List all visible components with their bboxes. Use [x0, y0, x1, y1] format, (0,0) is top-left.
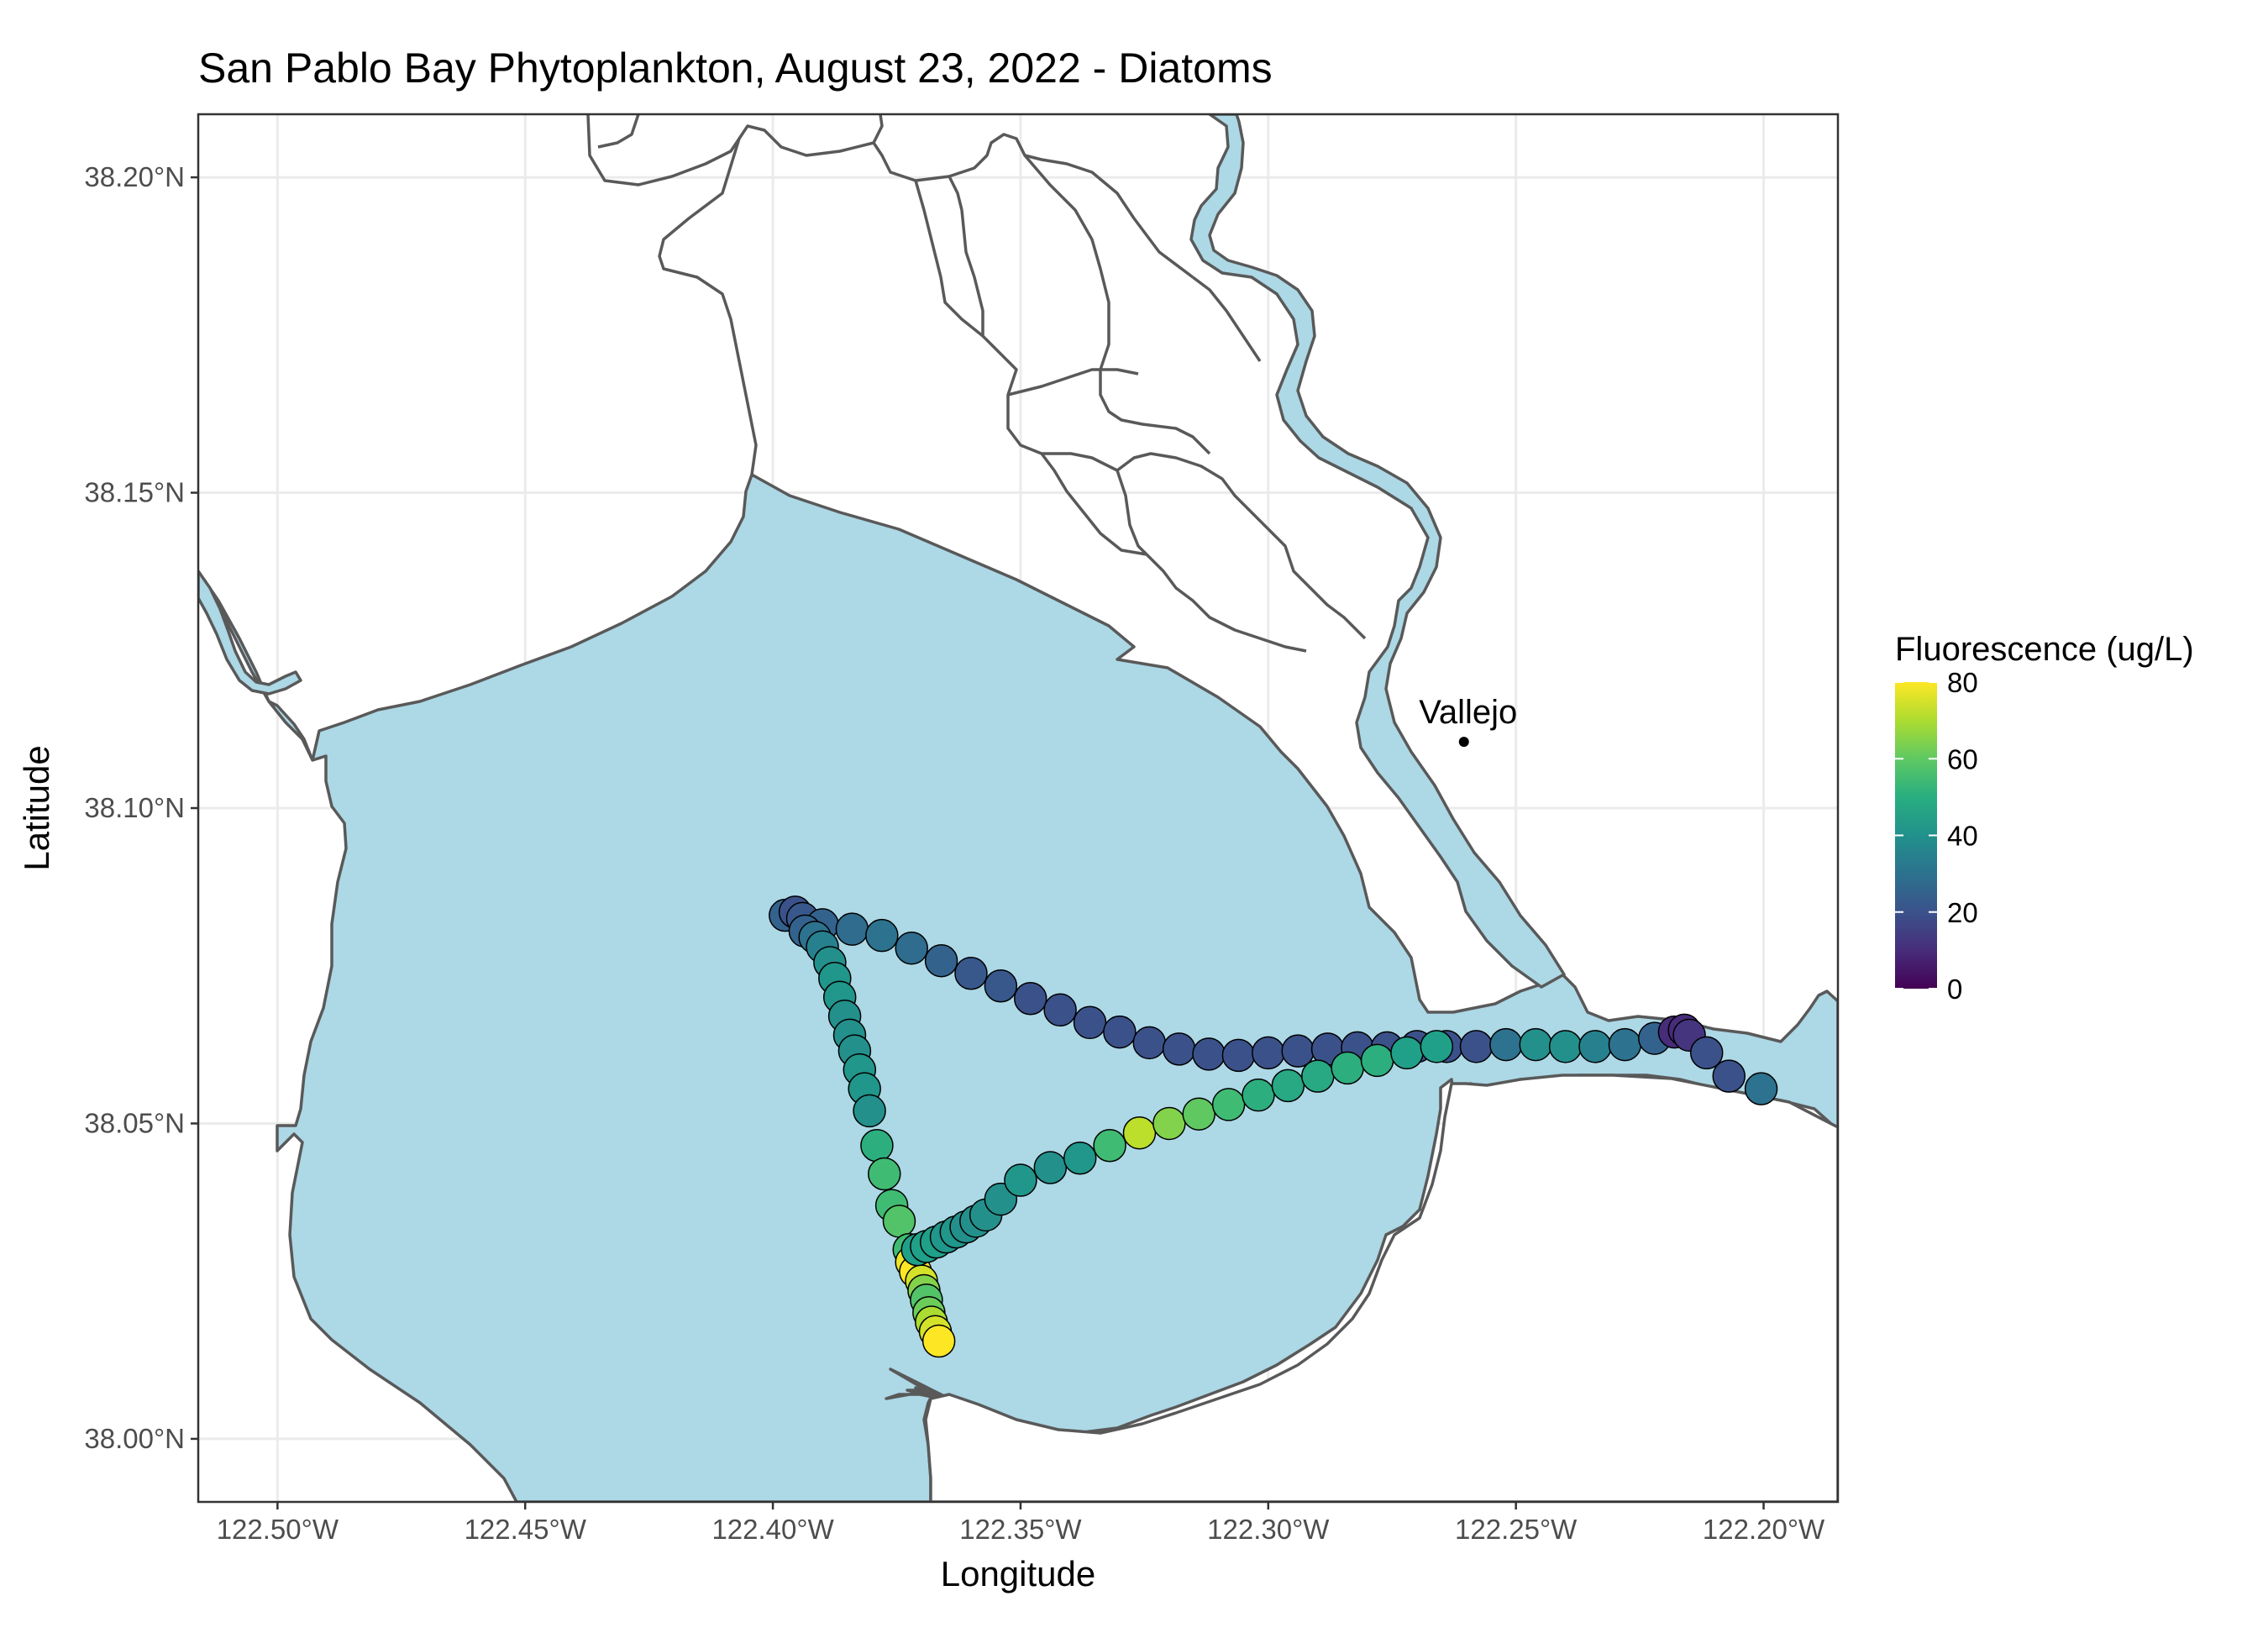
legend-tick-label: 80: [1947, 667, 1978, 698]
sample-point: [860, 1128, 894, 1163]
place-label: Vallejo: [1419, 694, 1517, 731]
sample-point: [1360, 1043, 1394, 1078]
sample-point: [1122, 1116, 1157, 1150]
sample-point: [1103, 1015, 1137, 1049]
map-title: San Pablo Bay Phytoplankton, August 23, …: [198, 45, 1273, 92]
sample-point: [1578, 1030, 1612, 1063]
sample-point: [1689, 1036, 1724, 1070]
sample-point: [895, 931, 928, 965]
sample-point: [1390, 1036, 1424, 1070]
sample-point: [1489, 1027, 1523, 1062]
sample-point: [835, 912, 869, 946]
sample-point: [1608, 1027, 1642, 1062]
fluorescence-legend: Fluorescence (ug/L) 0 20 40 60 80: [1895, 631, 2194, 1005]
y-axis-title: Latitude: [17, 745, 56, 870]
sample-point: [1221, 1038, 1256, 1073]
sample-point: [1043, 993, 1077, 1027]
marsh-sloughs: [586, 114, 1367, 653]
sample-point: [1093, 1128, 1126, 1163]
sample-point: [924, 943, 958, 978]
sample-point: [1548, 1030, 1583, 1063]
place-marker: [1458, 737, 1469, 748]
sample-point: [1242, 1078, 1275, 1112]
napa-river: [1189, 114, 1566, 989]
sample-point: [1013, 982, 1047, 1016]
sample-point: [1252, 1036, 1285, 1070]
sample-point: [1271, 1068, 1305, 1103]
sample-point: [1132, 1026, 1167, 1060]
sample-point: [868, 1157, 901, 1191]
legend-ticks: 0 20 40 60 80: [1895, 667, 1978, 1005]
x-tick-label: 122.35°W: [959, 1514, 1082, 1545]
x-tick-label: 122.45°W: [465, 1514, 587, 1545]
x-axis-title: Longitude: [941, 1554, 1096, 1593]
sample-point: [1073, 1005, 1107, 1040]
sample-point: [865, 918, 899, 953]
y-tick-label: 38.10°N: [84, 792, 185, 823]
legend-tick-label: 20: [1947, 897, 1978, 928]
sample-point: [853, 1094, 886, 1128]
sample-point: [921, 1324, 956, 1358]
point-pinole-shore: [924, 1074, 1838, 1502]
sample-point: [1192, 1037, 1226, 1071]
sample-point: [954, 956, 988, 990]
sample-point: [1211, 1088, 1246, 1121]
x-tick-label: 122.25°W: [1455, 1514, 1578, 1545]
sample-point: [1152, 1106, 1186, 1141]
sample-point: [1459, 1030, 1494, 1063]
y-tick-label: 38.20°N: [84, 161, 185, 192]
sample-point: [1063, 1142, 1097, 1175]
sample-point: [1744, 1072, 1778, 1105]
place-labels: Vallejo: [1419, 694, 1517, 748]
petaluma-river: [198, 570, 302, 696]
sample-point: [984, 969, 1018, 1003]
legend-tick-label: 60: [1947, 743, 1978, 774]
sample-point: [1301, 1059, 1335, 1093]
legend-tick-label: 0: [1947, 974, 1962, 1005]
x-tick-label: 122.30°W: [1207, 1514, 1330, 1545]
sample-point: [1420, 1030, 1454, 1063]
y-tick-label: 38.00°N: [84, 1423, 185, 1454]
sample-point: [1162, 1032, 1196, 1066]
sample-points: [769, 895, 1778, 1358]
sample-point: [1712, 1059, 1746, 1093]
sample-point: [1033, 1151, 1068, 1184]
x-axis: 122.50°W 122.45°W 122.40°W 122.35°W 122.30°W…: [217, 1502, 1825, 1545]
legend-tick-label: 40: [1947, 821, 1978, 852]
x-tick-label: 122.40°W: [711, 1514, 834, 1545]
y-axis: 38.00°N 38.05°N 38.10°N 38.15°N 38.20°N: [84, 161, 198, 1454]
sample-point: [882, 1205, 916, 1238]
y-tick-label: 38.15°N: [84, 477, 185, 508]
y-tick-label: 38.05°N: [84, 1107, 185, 1138]
sample-point: [1331, 1051, 1364, 1085]
sample-point: [1519, 1027, 1553, 1062]
x-tick-label: 122.20°W: [1703, 1514, 1825, 1545]
x-tick-label: 122.50°W: [217, 1514, 339, 1545]
sample-point: [1004, 1163, 1037, 1197]
sample-point: [1182, 1097, 1216, 1131]
legend-title: Fluorescence (ug/L): [1895, 631, 2194, 668]
